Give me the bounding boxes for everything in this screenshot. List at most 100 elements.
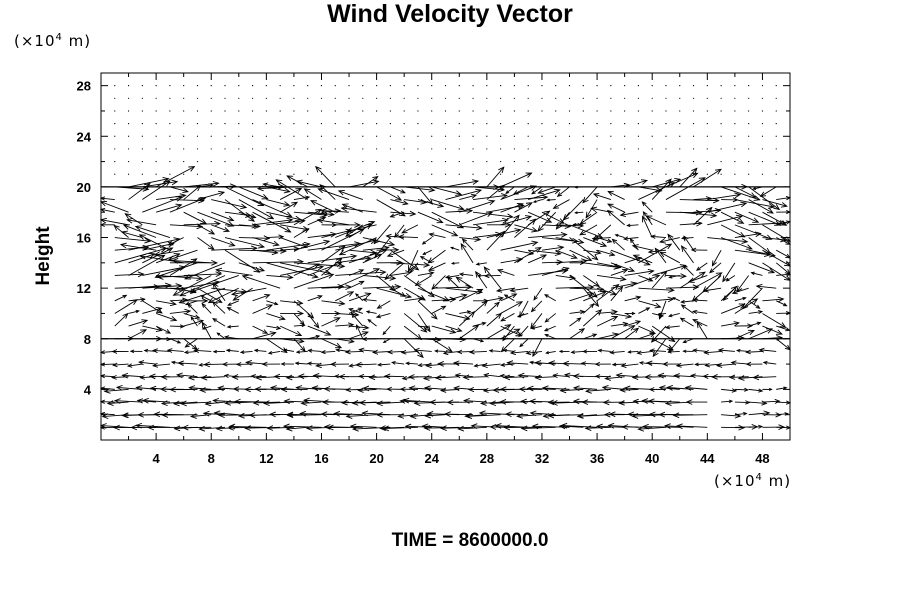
wind-vector bbox=[454, 373, 474, 379]
wind-vector bbox=[761, 148, 764, 150]
wind-vector bbox=[541, 123, 543, 125]
wind-vector bbox=[682, 264, 694, 276]
wind-vector bbox=[486, 85, 488, 87]
wind-vector bbox=[679, 110, 681, 112]
wind-vector bbox=[401, 224, 419, 234]
y-tick-label: 20 bbox=[77, 180, 91, 195]
wind-vector bbox=[134, 225, 171, 238]
wind-vector bbox=[632, 254, 653, 264]
wind-vector bbox=[403, 123, 405, 125]
wind-vector bbox=[417, 300, 438, 320]
wind-vector bbox=[120, 230, 143, 238]
wind-vector bbox=[238, 248, 287, 254]
wind-vector bbox=[127, 135, 130, 137]
wind-vector bbox=[458, 272, 474, 277]
wind-vector bbox=[720, 186, 761, 201]
wind-vector bbox=[210, 85, 212, 87]
wind-vector bbox=[692, 173, 695, 175]
wind-vector bbox=[556, 186, 570, 198]
wind-vector bbox=[545, 350, 556, 355]
wind-vector bbox=[555, 135, 557, 137]
wind-vector bbox=[582, 123, 584, 125]
wind-vector bbox=[183, 271, 223, 278]
wind-vector bbox=[196, 160, 199, 163]
wind-vector bbox=[251, 160, 254, 163]
wind-vector bbox=[721, 399, 734, 404]
wind-vector bbox=[637, 123, 640, 125]
wind-vector bbox=[500, 313, 515, 322]
wind-vector bbox=[638, 361, 653, 365]
wind-vector bbox=[203, 361, 226, 368]
wind-vector bbox=[458, 160, 460, 163]
wind-vector bbox=[445, 224, 483, 231]
wind-vector bbox=[252, 325, 269, 334]
wind-vector bbox=[344, 349, 363, 355]
wind-vector bbox=[638, 186, 663, 193]
wind-vector bbox=[196, 85, 199, 87]
wind-vector bbox=[637, 425, 667, 432]
wind-vector bbox=[376, 411, 405, 418]
wind-vector bbox=[624, 135, 626, 137]
wind-vector bbox=[711, 249, 722, 267]
wind-vector bbox=[444, 123, 447, 125]
wind-vector bbox=[286, 412, 322, 419]
wind-vector bbox=[172, 275, 212, 296]
wind-vector bbox=[505, 186, 515, 195]
wind-vector bbox=[709, 262, 722, 274]
wind-vector bbox=[486, 97, 488, 99]
wind-vector bbox=[293, 208, 323, 226]
wind-vector bbox=[389, 173, 391, 175]
wind-vector bbox=[582, 148, 584, 150]
wind-vector bbox=[541, 173, 543, 175]
wind-vector bbox=[472, 97, 474, 99]
wind-vector bbox=[748, 148, 750, 150]
wind-vector bbox=[238, 186, 269, 200]
wind-vector bbox=[530, 300, 543, 313]
wind-vector bbox=[293, 273, 335, 289]
wind-vector bbox=[619, 211, 639, 218]
wind-vector bbox=[141, 85, 143, 87]
wind-vector bbox=[414, 275, 432, 286]
wind-vector bbox=[320, 135, 323, 137]
wind-vector bbox=[155, 325, 172, 334]
wind-vector bbox=[472, 135, 474, 137]
wind-vector bbox=[394, 224, 405, 238]
wind-vector bbox=[680, 245, 694, 264]
wind-vector bbox=[675, 423, 708, 430]
wind-vector bbox=[211, 301, 226, 314]
wind-vector bbox=[126, 363, 143, 368]
wind-vector bbox=[417, 287, 450, 302]
wind-vector bbox=[473, 211, 514, 220]
wind-vector bbox=[721, 388, 738, 393]
wind-vector bbox=[637, 160, 640, 163]
wind-vector bbox=[651, 135, 653, 137]
wind-vector bbox=[638, 307, 651, 314]
wind-vector bbox=[621, 424, 653, 430]
wind-vector bbox=[513, 123, 516, 125]
wind-vector bbox=[679, 123, 681, 125]
wind-vector bbox=[637, 110, 640, 112]
wind-vector bbox=[472, 160, 474, 163]
wind-vector bbox=[527, 110, 529, 112]
wind-vector bbox=[293, 313, 305, 326]
wind-vector bbox=[679, 85, 681, 87]
wind-vector bbox=[467, 386, 487, 393]
wind-vector bbox=[734, 199, 776, 209]
wind-vector bbox=[483, 266, 501, 289]
wind-vector bbox=[692, 123, 695, 125]
wind-vector bbox=[582, 110, 584, 112]
wind-vector bbox=[555, 237, 585, 245]
wind-vector bbox=[431, 97, 433, 99]
wind-vector bbox=[509, 350, 529, 356]
wind-vector bbox=[775, 85, 777, 87]
wind-vector bbox=[262, 400, 294, 406]
wind-vector bbox=[253, 348, 267, 353]
wind-vector bbox=[610, 135, 612, 137]
wind-vector bbox=[330, 361, 350, 367]
wind-vector bbox=[734, 296, 747, 302]
wind-vector bbox=[315, 165, 336, 188]
wind-vector bbox=[528, 249, 562, 257]
wind-vector bbox=[389, 211, 405, 218]
wind-vector bbox=[541, 85, 543, 87]
wind-vector bbox=[244, 425, 281, 431]
